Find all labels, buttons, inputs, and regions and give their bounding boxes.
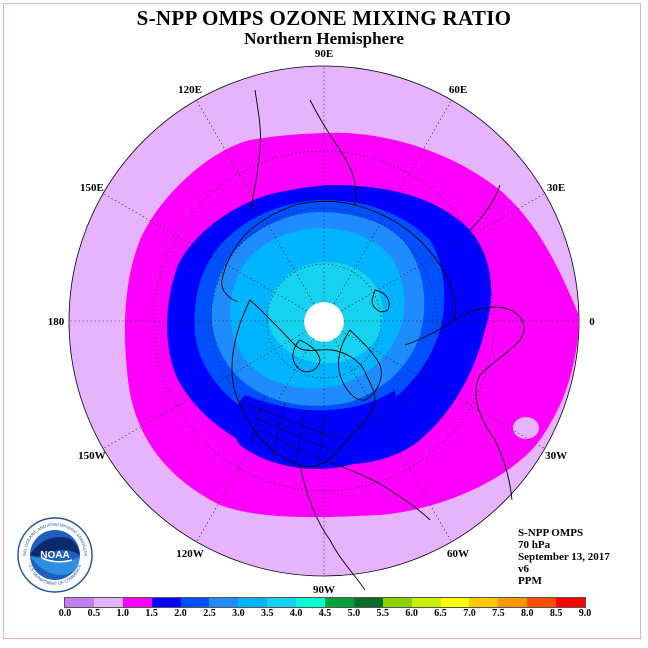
map-title: S-NPP OMPS OZONE MIXING RATIO bbox=[136, 6, 512, 30]
colorbar-tick-label: 7.0 bbox=[463, 608, 476, 619]
longitude-label: 90W bbox=[313, 584, 335, 596]
longitude-label: 180 bbox=[48, 316, 65, 328]
longitude-label: 150W bbox=[78, 450, 106, 462]
page-frame bbox=[3, 3, 641, 639]
logo-text: NOAA bbox=[40, 550, 69, 561]
colorbar-tick-label: 5.0 bbox=[347, 608, 361, 619]
colorbar-tick-label: 1.0 bbox=[116, 608, 130, 619]
colorbar-segment bbox=[469, 598, 499, 607]
longitude-label: 30W bbox=[545, 450, 567, 462]
colorbar-segment bbox=[556, 598, 586, 607]
field-1-5-lobe bbox=[232, 390, 396, 469]
info-product: S-NPP OMPS bbox=[518, 527, 584, 539]
field-outer-island bbox=[513, 417, 539, 439]
colorbar-segment bbox=[325, 598, 354, 607]
colorbar-segment bbox=[498, 598, 528, 607]
colorbar-tick-label: 0.5 bbox=[87, 608, 101, 619]
info-version: v6 bbox=[518, 563, 529, 575]
longitude-label: 120W bbox=[176, 548, 204, 560]
longitude-label: 150E bbox=[80, 182, 104, 194]
colorbar-segment bbox=[238, 598, 268, 607]
colorbar-segment bbox=[122, 598, 152, 607]
colorbar-segment bbox=[296, 598, 326, 607]
info-level: 70 hPa bbox=[518, 539, 551, 551]
longitude-label: 0 bbox=[589, 316, 595, 328]
us-states bbox=[249, 394, 341, 467]
coastlines bbox=[221, 89, 525, 591]
meridian-line bbox=[103, 193, 307, 312]
colorbar-tick-label: 3.5 bbox=[260, 608, 274, 619]
pole-nodata bbox=[304, 302, 344, 342]
colorbar-segment bbox=[411, 598, 441, 607]
colorbar-tick-label: 4.0 bbox=[289, 608, 303, 619]
meridian-line bbox=[341, 330, 545, 449]
longitude-label: 120E bbox=[178, 84, 202, 96]
longitude-label: 30E bbox=[547, 182, 565, 194]
colorbar-segment bbox=[440, 598, 470, 607]
meridian-line bbox=[341, 193, 545, 312]
meridian-line bbox=[333, 100, 452, 304]
colorbar-segment bbox=[151, 598, 181, 607]
colorbar-tick-label: 6.5 bbox=[434, 608, 447, 619]
info-unit: PPM bbox=[518, 575, 542, 587]
noaa-logo: NOAA NATIONAL OCEANIC AND ATMOSPHERIC AD… bbox=[16, 516, 93, 593]
colorbar-segment bbox=[267, 598, 297, 607]
colorbar-tick-label: 4.5 bbox=[318, 608, 332, 619]
colorbar bbox=[64, 597, 586, 608]
meridian-line bbox=[333, 338, 452, 542]
longitude-label: 90E bbox=[315, 48, 333, 60]
colorbar-tick-label: 6.0 bbox=[405, 608, 418, 619]
colorbar-segment bbox=[353, 598, 383, 607]
colorbar-tick-label: 3.0 bbox=[232, 608, 245, 619]
colorbar-tick-label: 1.5 bbox=[145, 608, 158, 619]
colorbar-segment bbox=[527, 598, 557, 607]
longitude-labels: 90E 60E 30E 0 30W 60W 90W 120W 150W 180 150E 120E bbox=[48, 48, 596, 596]
meridian-lines bbox=[69, 66, 579, 576]
colorbar-tick-label: 9.0 bbox=[578, 608, 592, 619]
colorbar-tick-label: 7.5 bbox=[492, 608, 505, 619]
colorbar-segment bbox=[65, 598, 94, 607]
longitude-label: 60W bbox=[447, 548, 469, 560]
meridian-line bbox=[196, 100, 315, 304]
map-subtitle: Northern Hemisphere bbox=[244, 29, 404, 48]
colorbar-tick-label: 8.0 bbox=[520, 608, 534, 619]
colorbar-segment bbox=[382, 598, 412, 607]
info-block: S-NPP OMPS 70 hPa September 13, 2017 v6 … bbox=[518, 527, 610, 587]
colorbar-tick-label: 5.5 bbox=[376, 608, 390, 619]
longitude-label: 60E bbox=[449, 84, 467, 96]
colorbar-segment bbox=[180, 598, 210, 607]
info-date: September 13, 2017 bbox=[518, 551, 610, 563]
colorbar-tick-label: 0.0 bbox=[58, 608, 72, 619]
colorbar-segment bbox=[93, 598, 123, 607]
colorbar-tick-label: 2.5 bbox=[203, 608, 216, 619]
meridian-line bbox=[103, 330, 307, 449]
colorbar-segment bbox=[209, 598, 239, 607]
colorbar-tick-label: 8.5 bbox=[549, 608, 563, 619]
meridian-line bbox=[196, 338, 315, 542]
colorbar-tick-label: 2.0 bbox=[174, 608, 187, 619]
